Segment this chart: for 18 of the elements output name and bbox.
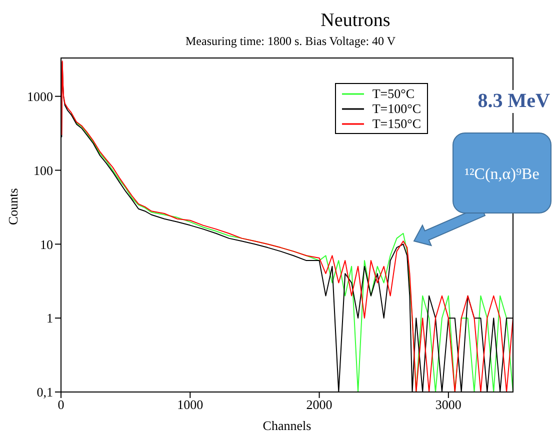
legend-label: T=150°C [372, 116, 421, 131]
chart-subtitle: Measuring time: 1800 s. Bias Voltage: 40 V [184, 34, 396, 49]
y-tick-label: 100 [34, 162, 53, 178]
x-tick-label: 3000 [435, 397, 462, 412]
y-tick-label: 1000 [27, 88, 53, 104]
x-tick-label: 0 [58, 397, 64, 412]
x-tick-label: 2000 [306, 397, 332, 412]
y-tick-label: 1 [46, 310, 53, 326]
legend-label: T=50°C [372, 86, 414, 101]
annotation: ¹²C(n,α)⁹Be [464, 166, 540, 183]
x-axis-title: Channels [262, 418, 312, 433]
chart-title: Neutrons [320, 10, 392, 32]
legend-label: T=100°C [372, 101, 421, 116]
y-tick-label: 10 [40, 236, 53, 252]
y-axis-title: Counts [6, 188, 21, 225]
annotation: 8.3 MeV [474, 90, 553, 113]
x-tick-label: 1000 [177, 397, 204, 412]
y-tick-label: 0,1 [36, 384, 53, 400]
